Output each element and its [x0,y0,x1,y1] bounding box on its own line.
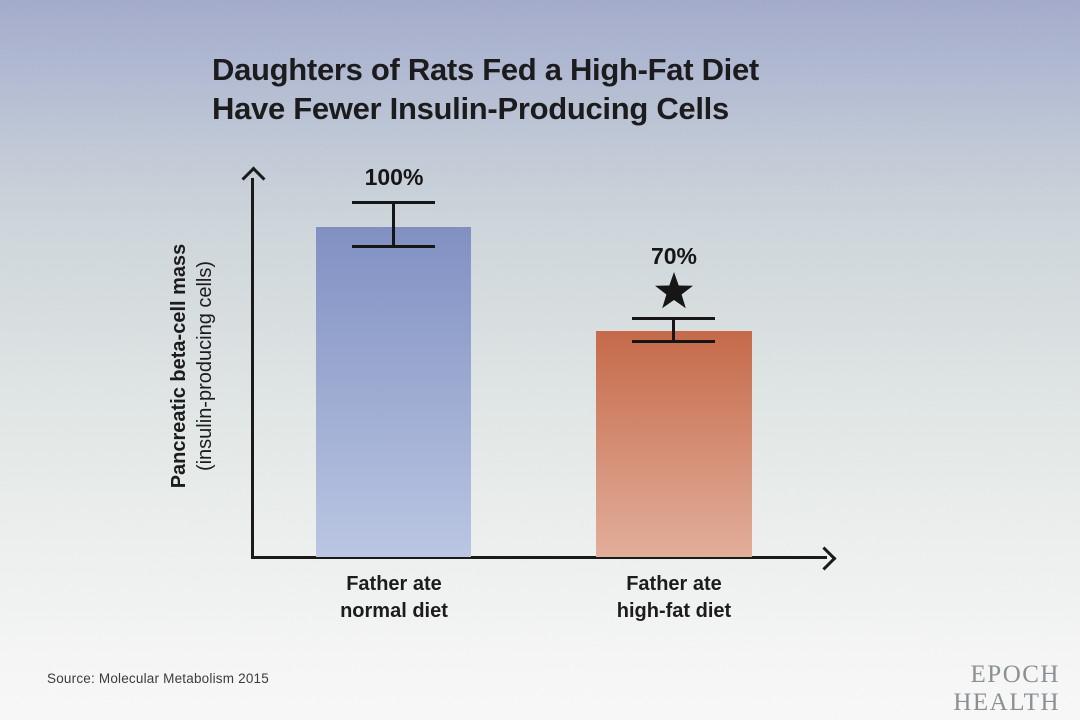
category-label-highfat: Father ate high-fat diet [564,571,784,625]
error-bar-highfat-stem [672,319,675,342]
value-label-highfat: 70% [650,243,698,269]
error-bar-normal-stem [392,203,395,247]
y-axis-label-main: Pancreatic beta-cell mass [168,243,190,489]
value-label-normal: 100% [364,164,424,190]
publisher-logo: EPOCH HEALTH [953,661,1060,716]
bar-normal-diet [316,227,471,557]
category-label-normal: Father ate normal diet [284,571,504,625]
category-label-normal-line1: Father ate [346,573,442,595]
category-label-highfat-line1: Father ate [626,573,722,595]
x-axis-line [251,556,827,559]
category-label-normal-line2: normal diet [340,600,448,622]
chart-title-line2: Have Fewer Insulin-Producing Cells [212,91,729,126]
y-axis-arrow-icon [241,166,266,191]
error-bar-highfat-bottom-cap [632,340,715,343]
y-axis-line [251,178,254,559]
y-axis-label: Pancreatic beta-cell mass (insulin-produ… [166,196,224,536]
error-bar-normal-top-cap [352,201,435,204]
error-bar-highfat-top-cap [632,317,715,320]
source-attribution: Source: Molecular Metabolism 2015 [47,671,269,686]
chart-title: Daughters of Rats Fed a High-Fat Diet Ha… [212,50,759,128]
error-bar-normal-bottom-cap [352,245,435,248]
significance-star-icon [655,272,693,309]
bar-high-fat-diet [596,331,752,557]
y-axis-label-sub: (insulin-producing cells) [194,260,216,472]
category-label-highfat-line2: high-fat diet [616,600,732,622]
x-axis-arrow-icon [812,546,837,571]
chart-title-line1: Daughters of Rats Fed a High-Fat Diet [212,52,759,87]
